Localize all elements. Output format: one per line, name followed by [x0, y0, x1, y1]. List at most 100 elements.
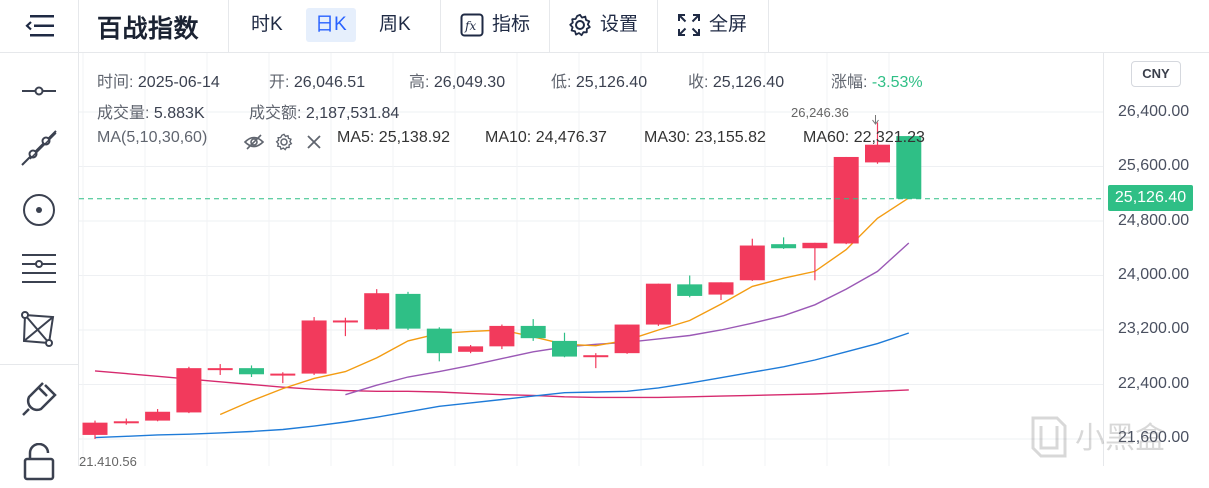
candle-body [645, 283, 671, 325]
y-tick-label: 25,600.00 [1118, 157, 1190, 174]
currency-badge[interactable]: CNY [1131, 61, 1181, 87]
candle-body [364, 293, 390, 330]
fullscreen-button[interactable]: 全屏 [677, 8, 757, 42]
candle-body [833, 156, 859, 244]
divider [440, 0, 441, 52]
y-tick-label: 21,600.00 [1118, 429, 1190, 446]
divider [0, 364, 78, 365]
trend-line-icon[interactable] [19, 128, 59, 168]
change-info: 涨幅: -3.53% [831, 68, 923, 92]
amount-info: 成交额: 2,187,531.84 [249, 99, 399, 123]
close-info: 收: 25,126.40 [688, 68, 784, 92]
gear-icon [569, 13, 591, 37]
fullscreen-icon [678, 14, 700, 36]
candle-body [865, 144, 890, 163]
ma-settings-gear-icon[interactable] [275, 133, 293, 151]
candle-body [614, 324, 640, 354]
y-tick-label: 24,000.00 [1118, 266, 1190, 283]
candle-body [489, 325, 515, 347]
magnet-icon[interactable] [19, 381, 59, 421]
y-tick-label: 22,400.00 [1118, 375, 1190, 392]
candle-body [552, 340, 577, 357]
candle-body [802, 242, 828, 249]
candle-body [332, 320, 358, 323]
hide-eye-icon[interactable] [243, 132, 265, 152]
high-label: 高: [409, 74, 430, 91]
candle-body [207, 368, 233, 371]
close-value: 25,126.40 [712, 74, 785, 91]
ma-legend-label: MA(5,10,30,60) [97, 129, 208, 146]
candle-body [176, 368, 202, 413]
candle-body [520, 325, 546, 339]
ma10-line [345, 242, 910, 396]
svg-text:fx: fx [464, 19, 476, 33]
candle-body [426, 328, 452, 354]
ma30-line [94, 332, 910, 439]
circle-tool-icon[interactable] [19, 190, 59, 230]
close-label: 收: [688, 74, 709, 91]
candle-body [739, 245, 765, 281]
tab-hourly[interactable]: 时K [251, 14, 283, 35]
time-value: 2025-06-14 [137, 74, 220, 91]
tab-weekly[interactable]: 周K [379, 14, 411, 35]
indicator-button[interactable]: fx 指标 [460, 8, 540, 42]
tab-daily[interactable]: 日K [306, 8, 356, 42]
low-label: 低: [551, 74, 572, 91]
min-price-label: 21,410.56 [79, 454, 137, 466]
ma5-value: MA5: 25,138.92 [337, 129, 450, 146]
indicator-label: 指标 [492, 14, 531, 35]
time-label: 时间: [97, 74, 134, 91]
chart-canvas[interactable]: 时间: 2025-06-14 开: 26,046.51 高: 26,049.30… [79, 53, 1103, 466]
candle-body [301, 320, 327, 374]
top-toolbar: 百战指数 时K 日K 周K fx 指标 设置 全屏 [0, 0, 1209, 53]
lock-icon[interactable] [19, 442, 59, 483]
settings-button[interactable]: 设置 [568, 8, 648, 42]
close-icon[interactable] [305, 133, 323, 151]
open-info: 开: 26,046.51 [269, 68, 365, 92]
candlestick-chart [79, 53, 1103, 466]
y-tick-label: 23,200.00 [1118, 320, 1190, 337]
pattern-icon[interactable] [19, 309, 59, 349]
candle-body [771, 244, 797, 249]
max-marker-arrow [872, 115, 879, 125]
ma60-value: MA60: 22,321.23 [803, 129, 925, 146]
ohlc-info: 时间: 2025-06-14 [97, 68, 220, 92]
candle-body [896, 136, 922, 199]
candle-body [677, 284, 703, 296]
volume-value: 5.883K [153, 105, 205, 122]
divider [768, 0, 769, 52]
open-label: 开: [269, 74, 290, 91]
fullscreen-label: 全屏 [709, 14, 748, 35]
candle-body [113, 421, 139, 424]
divider [78, 0, 79, 52]
candle-body [708, 282, 734, 295]
last-price-tag: 25,126.40 [1108, 185, 1193, 211]
change-label: 涨幅: [831, 74, 868, 91]
ma10-value: MA10: 24,476.37 [485, 129, 607, 146]
settings-label: 设置 [600, 14, 639, 35]
ma5-line [219, 197, 910, 416]
volume-info: 成交量: 5.883K [97, 99, 205, 123]
divider [228, 0, 229, 52]
ma60-line [94, 370, 909, 399]
collapse-menu-icon[interactable] [22, 12, 56, 40]
svg-text:小黑盒: 小黑盒 [1075, 421, 1165, 456]
watermark-logo: 小黑盒 [1027, 412, 1187, 462]
y-tick-label: 24,800.00 [1118, 212, 1190, 229]
price-axis[interactable]: CNY 26,400.00 25,600.00 24,800.00 24,000… [1103, 53, 1209, 466]
divider [549, 0, 550, 52]
candle-body [458, 346, 484, 352]
indicator-icon: fx [460, 13, 484, 37]
candle-body [270, 373, 296, 376]
candle-body [82, 422, 108, 435]
divider [657, 0, 658, 52]
ma30-value: MA30: 23,155.82 [644, 129, 766, 146]
low-info: 低: 25,126.40 [551, 68, 647, 92]
horizontal-line-icon[interactable] [19, 71, 59, 111]
open-value: 26,046.51 [293, 74, 366, 91]
page-title: 百战指数 [97, 15, 200, 43]
amount-label: 成交额: [249, 105, 302, 122]
drawing-toolbar [0, 53, 79, 481]
fib-lines-icon[interactable] [19, 249, 59, 289]
high-info: 高: 26,049.30 [409, 68, 505, 92]
